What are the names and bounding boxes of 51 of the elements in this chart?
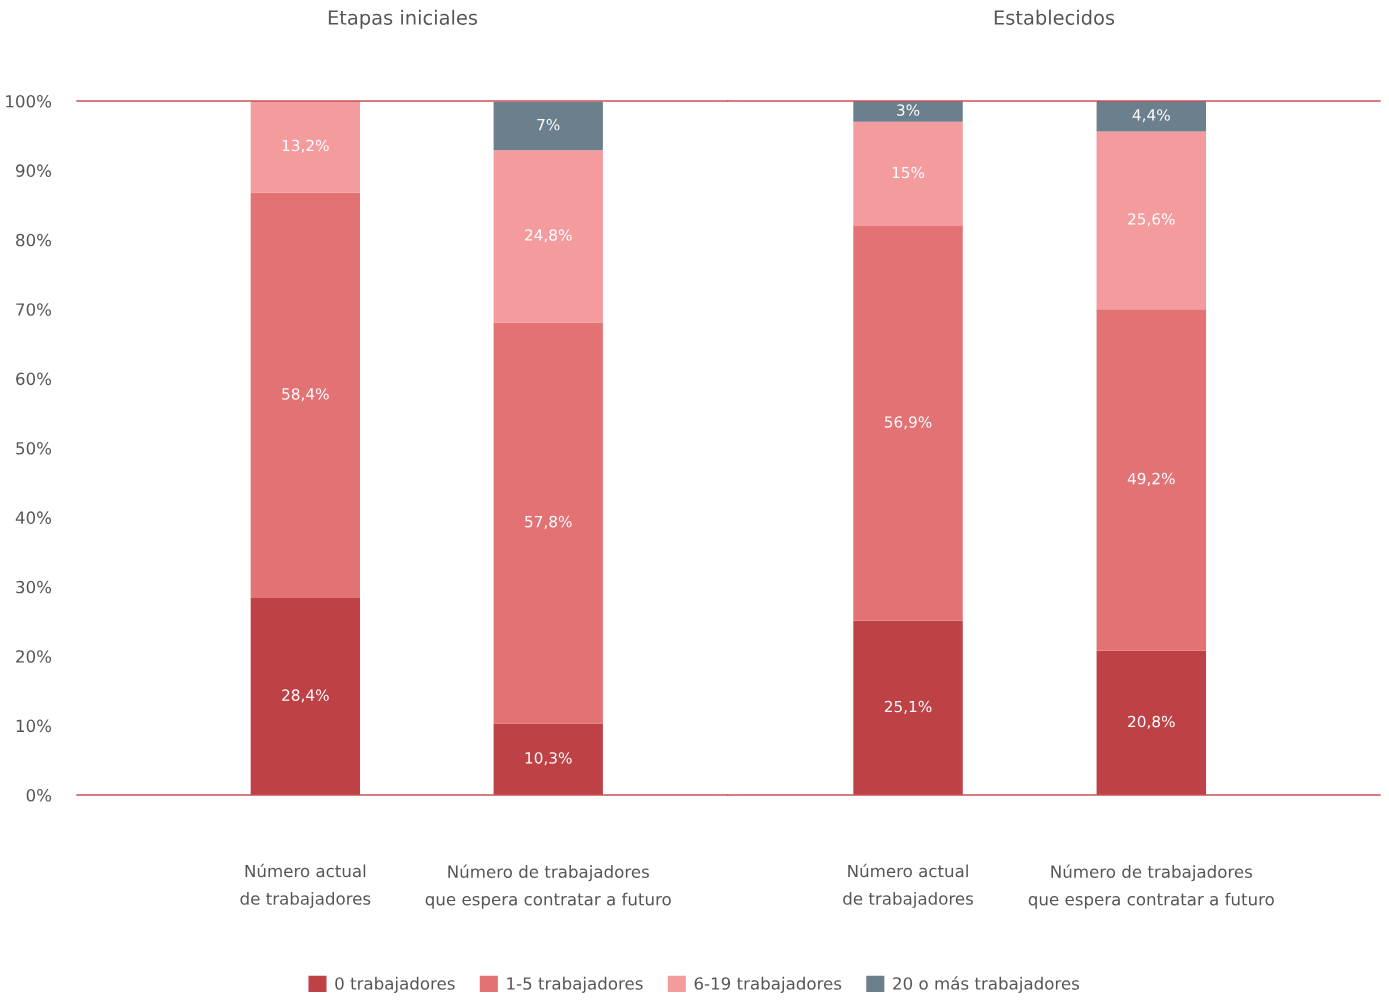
- data-label: 13,2%: [282, 139, 329, 153]
- legend-label: 20 o más trabajadores: [893, 976, 1080, 993]
- chart-title: Etapas iniciales: [328, 9, 478, 29]
- bar: [853, 121, 963, 226]
- legend-label: 1-5 trabajadores: [507, 976, 643, 993]
- bar: [1096, 650, 1207, 795]
- y-tick-label: 100%: [6, 94, 52, 108]
- data-label: 10,3%: [525, 752, 572, 766]
- bar: [493, 150, 603, 323]
- y-tick-label: 90%: [16, 164, 52, 177]
- y-tick-label: 50%: [16, 441, 52, 455]
- bar: [493, 322, 603, 724]
- y-tick-label: 0%: [26, 788, 52, 802]
- bar: [853, 101, 963, 122]
- x-tick-label: Número actual de trabajadores: [843, 863, 973, 909]
- y-tick-label: 20%: [16, 650, 52, 663]
- data-label: 4,4%: [1132, 109, 1170, 123]
- data-label: 28,4%: [282, 689, 329, 703]
- y-tick-label: 30%: [16, 580, 52, 594]
- data-label: 56,9%: [884, 416, 932, 430]
- bar: [1096, 309, 1207, 651]
- bar: [250, 597, 360, 795]
- data-label: 49,2%: [1127, 472, 1175, 486]
- x-tick-label: Número actual de trabajadores: [240, 863, 371, 909]
- data-label: 15%: [892, 166, 925, 179]
- data-label: 24,8%: [525, 229, 572, 243]
- data-label: 3%: [897, 104, 920, 116]
- bar: [853, 225, 963, 621]
- data-label: 58,4%: [282, 388, 329, 402]
- bar: [250, 192, 360, 598]
- bar: [493, 723, 603, 795]
- y-tick-label: 40%: [15, 511, 52, 524]
- bar: [250, 101, 360, 193]
- bar: [853, 620, 963, 795]
- x-tick-label: Número de trabajadores que espera contratar a futuro: [1028, 864, 1274, 909]
- data-label: 7%: [537, 118, 560, 131]
- legend-label: 6-19 trabajadores: [694, 976, 842, 993]
- bar: [1096, 131, 1207, 310]
- data-label: 20,8%: [1128, 715, 1175, 729]
- y-tick-label: 60%: [16, 372, 52, 386]
- data-label: 25,6%: [1128, 213, 1175, 227]
- legend-label: 0 trabajadores: [335, 976, 455, 993]
- y-tick-label: 10%: [16, 719, 52, 733]
- bar: [493, 101, 603, 151]
- y-tick-label: 70%: [16, 303, 52, 316]
- data-label: 25,1%: [884, 700, 932, 714]
- x-tick-label: Número de trabajadores que espera contratar a futuro: [425, 864, 671, 909]
- chart-title: Establecidos: [994, 9, 1115, 25]
- data-label: 57,8%: [525, 515, 572, 529]
- bar: [1096, 101, 1207, 132]
- y-tick-label: 80%: [16, 233, 52, 247]
